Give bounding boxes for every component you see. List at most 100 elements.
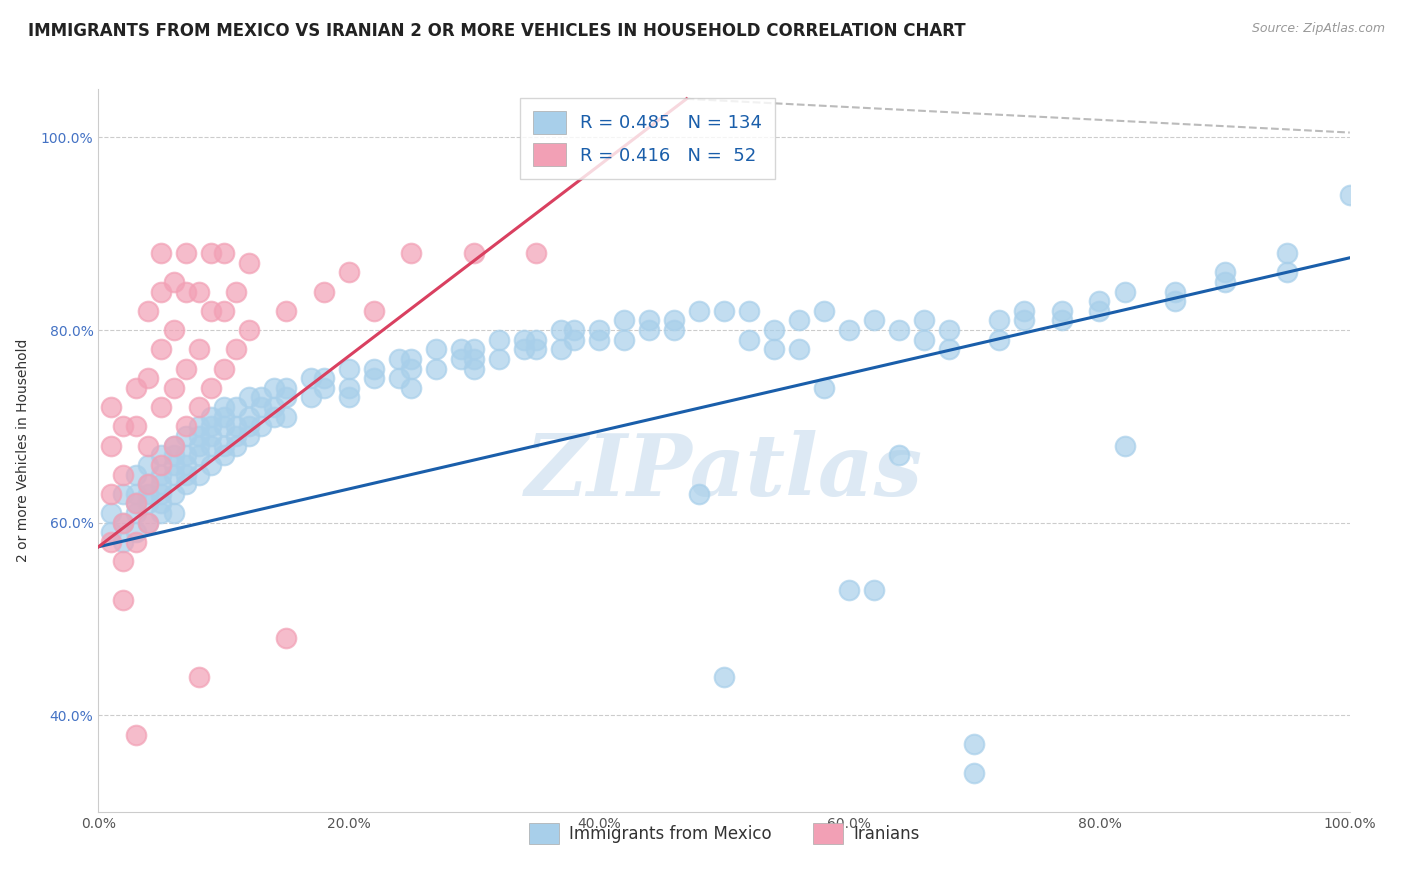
Point [112, 554, 135, 568]
Point [1088, 294, 1111, 309]
Point [1114, 439, 1136, 453]
Point [263, 409, 285, 424]
Point [613, 333, 636, 347]
Point [263, 381, 285, 395]
Point [125, 535, 148, 549]
Point [889, 323, 911, 337]
Point [388, 371, 411, 385]
Point [713, 670, 735, 684]
Point [738, 303, 761, 318]
Point [150, 400, 173, 414]
Point [238, 419, 260, 434]
Point [162, 448, 184, 462]
Point [299, 391, 322, 405]
Point [1114, 285, 1136, 299]
Point [212, 439, 235, 453]
Point [212, 448, 235, 462]
Point [187, 439, 209, 453]
Point [174, 458, 197, 472]
Point [263, 400, 285, 414]
Point [200, 246, 222, 260]
Point [174, 429, 197, 443]
Point [200, 439, 222, 453]
Point [187, 400, 209, 414]
Point [162, 458, 184, 472]
Point [963, 766, 986, 780]
Point [138, 487, 160, 501]
Point [337, 381, 360, 395]
Point [550, 323, 572, 337]
Point [524, 333, 547, 347]
Point [200, 458, 222, 472]
Point [274, 303, 298, 318]
Point [813, 381, 835, 395]
Point [187, 429, 209, 443]
Point [238, 323, 260, 337]
Point [613, 313, 636, 327]
Point [513, 343, 536, 357]
Point [912, 333, 935, 347]
Point [174, 467, 197, 482]
Point [863, 583, 886, 598]
Point [187, 285, 209, 299]
Point [212, 409, 235, 424]
Point [225, 400, 247, 414]
Point [401, 351, 423, 366]
Point [150, 448, 173, 462]
Point [1050, 303, 1073, 318]
Point [162, 275, 184, 289]
Point [912, 313, 935, 327]
Point [200, 429, 222, 443]
Point [524, 343, 547, 357]
Point [488, 333, 510, 347]
Point [425, 361, 447, 376]
Point [138, 516, 160, 530]
Point [174, 361, 197, 376]
Point [1277, 246, 1299, 260]
Point [588, 323, 610, 337]
Point [174, 419, 197, 434]
Point [174, 448, 197, 462]
Point [100, 487, 122, 501]
Point [363, 361, 385, 376]
Point [450, 351, 472, 366]
Point [162, 487, 184, 501]
Point [112, 516, 135, 530]
Text: IMMIGRANTS FROM MEXICO VS IRANIAN 2 OR MORE VEHICLES IN HOUSEHOLD CORRELATION CH: IMMIGRANTS FROM MEXICO VS IRANIAN 2 OR M… [28, 22, 966, 40]
Point [125, 419, 148, 434]
Point [138, 458, 160, 472]
Point [401, 361, 423, 376]
Point [125, 728, 148, 742]
Point [463, 351, 485, 366]
Point [363, 371, 385, 385]
Text: Source: ZipAtlas.com: Source: ZipAtlas.com [1251, 22, 1385, 36]
Point [125, 487, 148, 501]
Point [250, 400, 273, 414]
Point [463, 361, 485, 376]
Point [638, 313, 661, 327]
Point [200, 381, 222, 395]
Point [150, 467, 173, 482]
Point [463, 246, 485, 260]
Point [212, 303, 235, 318]
Point [100, 535, 122, 549]
Point [150, 496, 173, 510]
Point [337, 391, 360, 405]
Point [162, 439, 184, 453]
Point [713, 303, 735, 318]
Point [187, 467, 209, 482]
Point [125, 496, 148, 510]
Point [1213, 265, 1236, 279]
Point [250, 391, 273, 405]
Point [112, 467, 135, 482]
Point [662, 313, 685, 327]
Point [738, 333, 761, 347]
Point [1339, 188, 1361, 202]
Point [763, 343, 786, 357]
Point [1014, 303, 1036, 318]
Point [162, 323, 184, 337]
Point [150, 246, 173, 260]
Point [588, 333, 610, 347]
Point [125, 381, 148, 395]
Point [125, 525, 148, 540]
